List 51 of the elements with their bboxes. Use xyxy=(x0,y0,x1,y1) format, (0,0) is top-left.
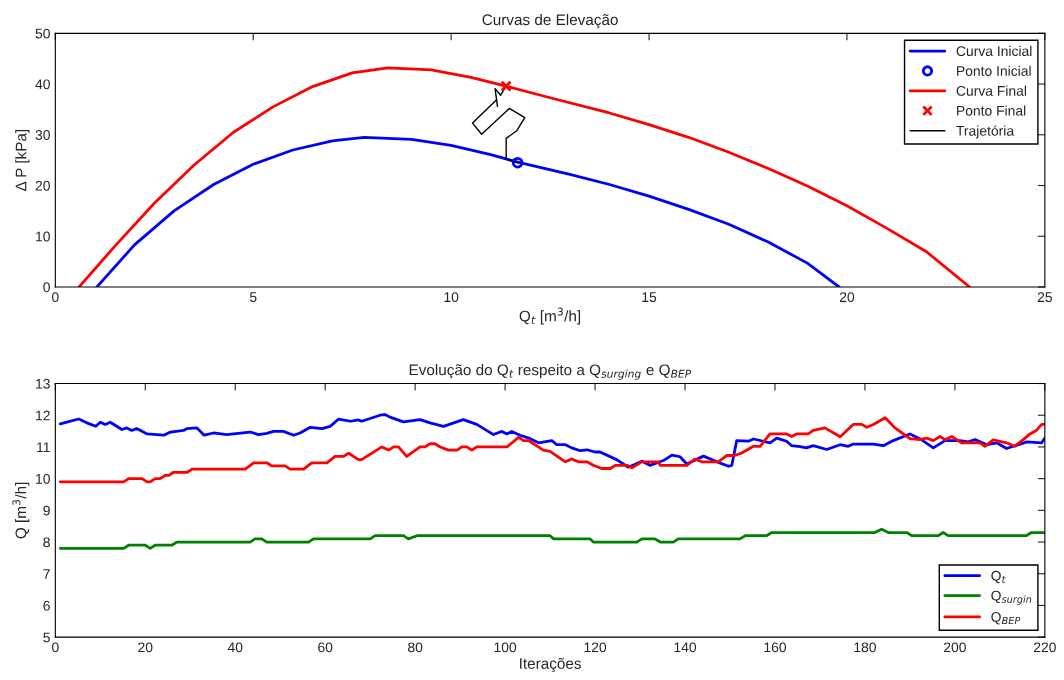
legend-label: Q$_{BEP}$ xyxy=(991,612,1021,625)
x-axis-title: Q$_{t}$ [m$^{3}$/h] xyxy=(519,307,581,325)
line-series xyxy=(58,413,1045,469)
x-tick-label: 20 xyxy=(138,642,153,653)
y-tick-label: 20 xyxy=(35,180,50,191)
y-tick-label: 12 xyxy=(36,410,50,421)
line-series xyxy=(95,135,841,287)
y-tick-label: 13 xyxy=(36,378,50,389)
line-series xyxy=(58,527,1045,550)
x-tick-label: 15 xyxy=(642,292,657,303)
x-tick-label: 10 xyxy=(444,292,459,303)
line-series xyxy=(58,416,1045,484)
legend-label: Trajetória xyxy=(956,125,1015,139)
y-tick-label: 30 xyxy=(35,130,50,140)
y-tick-label: 7 xyxy=(43,569,50,579)
y-tick-label: 5 xyxy=(43,632,50,643)
x-tick-label: 80 xyxy=(408,642,423,653)
x-tick-label: 140 xyxy=(674,642,697,653)
x-tick-label: 100 xyxy=(494,642,517,653)
y-tick-label: 50 xyxy=(35,28,50,39)
x-tick-label: 60 xyxy=(318,642,333,653)
y-tick-label: 8 xyxy=(43,537,50,548)
y-tick-label: 0 xyxy=(43,282,50,293)
legend-label: Q$_{surgin}$ xyxy=(991,590,1032,605)
x-tick-label: 20 xyxy=(839,292,855,303)
x-tick-label: 5 xyxy=(249,292,257,303)
legend-label: Ponto Inicial xyxy=(957,65,1031,76)
x-tick-label: 180 xyxy=(854,642,876,653)
y-tick-label: 40 xyxy=(35,79,50,90)
x-tick-label: 25 xyxy=(1037,292,1052,303)
legend-label: Q$_{t}$ xyxy=(991,570,1006,584)
x-axis-title: Iterações xyxy=(520,657,581,672)
x-tick-label: 120 xyxy=(584,642,607,653)
y-axis-title: Q [m$^{3}$/h] xyxy=(12,482,30,539)
y-tick-label: 10 xyxy=(36,473,50,484)
y-tick-label: 11 xyxy=(37,442,50,452)
x-tick-label: 40 xyxy=(227,642,243,653)
legend-label: Curva Final xyxy=(956,85,1027,96)
chart-title: Curvas de Elevação xyxy=(482,13,618,29)
y-tick-label: 9 xyxy=(43,505,50,516)
legend-label: Curva Inicial xyxy=(956,45,1032,57)
x-tick-label: 160 xyxy=(764,642,787,653)
y-tick-label: 6 xyxy=(43,600,50,611)
x-tick-label: 220 xyxy=(1033,642,1056,653)
legend-label: Ponto Final xyxy=(957,105,1026,116)
chart-title: Evolução do Q$_{t}$ respeito a Q$_{surging}$ e Q$_{BEP}$ xyxy=(409,364,692,380)
y-tick-label: 10 xyxy=(36,231,50,242)
x-tick-label: 0 xyxy=(52,642,59,653)
x-tick-label: 0 xyxy=(52,292,59,303)
x-tick-label: 200 xyxy=(944,642,966,653)
y-axis-title: Δ P [kPa] xyxy=(15,129,30,191)
